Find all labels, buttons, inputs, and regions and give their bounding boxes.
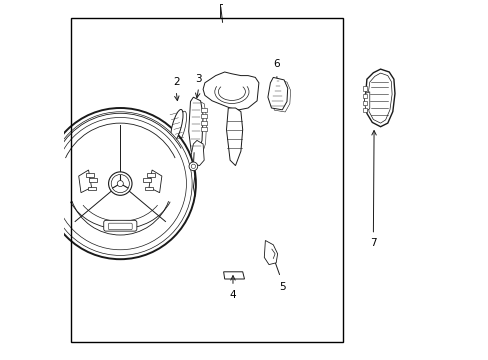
Bar bbox=[200, 127, 206, 131]
Ellipse shape bbox=[170, 109, 183, 143]
Circle shape bbox=[191, 164, 195, 168]
Bar bbox=[362, 108, 366, 112]
Polygon shape bbox=[223, 272, 244, 279]
Polygon shape bbox=[79, 170, 91, 193]
Polygon shape bbox=[203, 72, 258, 110]
Bar bbox=[145, 187, 153, 190]
Polygon shape bbox=[367, 73, 391, 123]
Polygon shape bbox=[267, 77, 287, 110]
Polygon shape bbox=[264, 240, 277, 265]
Bar bbox=[89, 179, 97, 182]
Bar bbox=[143, 179, 151, 182]
Text: 5: 5 bbox=[279, 282, 285, 292]
Bar bbox=[362, 86, 366, 91]
Circle shape bbox=[189, 162, 197, 171]
Polygon shape bbox=[149, 170, 162, 193]
FancyBboxPatch shape bbox=[108, 223, 132, 230]
Bar bbox=[87, 187, 95, 190]
Text: 3: 3 bbox=[195, 73, 202, 84]
Bar bbox=[200, 108, 206, 112]
Circle shape bbox=[44, 108, 196, 259]
Polygon shape bbox=[192, 100, 206, 157]
Circle shape bbox=[117, 181, 123, 186]
Circle shape bbox=[54, 117, 186, 250]
Bar bbox=[71, 18, 342, 342]
Bar bbox=[85, 173, 94, 177]
Bar bbox=[200, 121, 206, 125]
Polygon shape bbox=[364, 92, 369, 111]
Text: 7: 7 bbox=[369, 238, 376, 248]
Polygon shape bbox=[226, 108, 242, 166]
Circle shape bbox=[48, 112, 192, 256]
Bar bbox=[362, 94, 366, 98]
Circle shape bbox=[111, 175, 129, 193]
Text: 6: 6 bbox=[273, 59, 280, 69]
Polygon shape bbox=[365, 69, 394, 127]
Bar bbox=[146, 173, 155, 177]
Polygon shape bbox=[270, 80, 290, 112]
Bar bbox=[200, 114, 206, 118]
Text: 4: 4 bbox=[229, 290, 236, 300]
Circle shape bbox=[108, 172, 132, 195]
Polygon shape bbox=[191, 140, 204, 166]
Ellipse shape bbox=[174, 111, 186, 144]
Polygon shape bbox=[188, 97, 203, 154]
Text: 2: 2 bbox=[172, 77, 179, 87]
FancyBboxPatch shape bbox=[103, 220, 137, 231]
Bar bbox=[362, 101, 366, 105]
